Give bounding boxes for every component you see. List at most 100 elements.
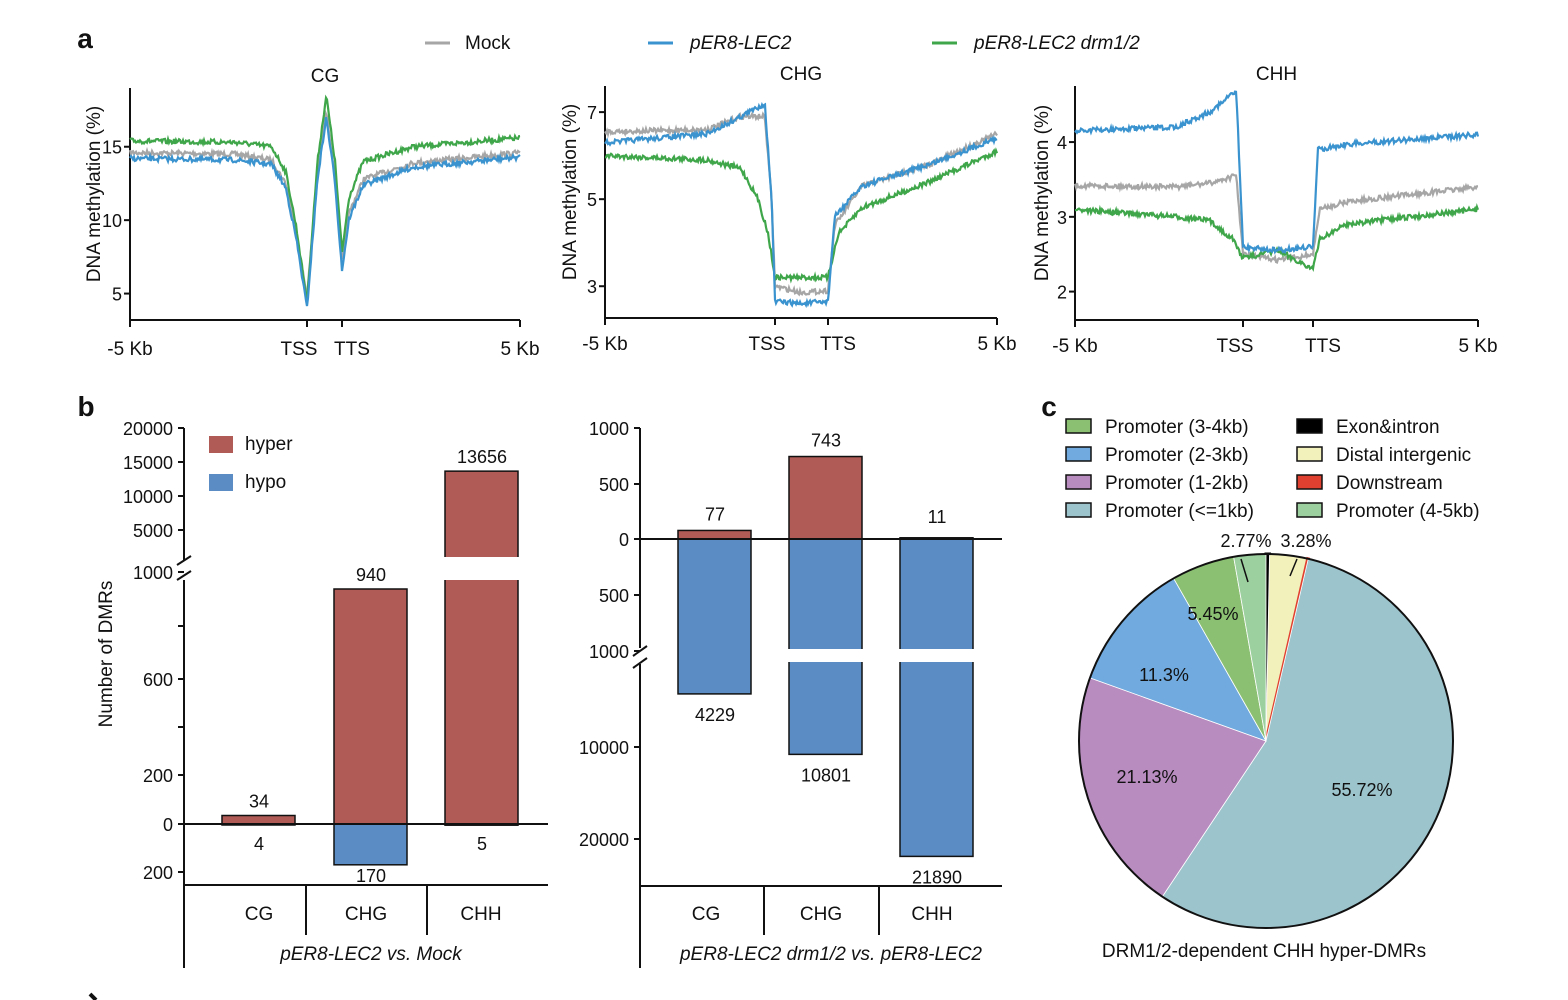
y-axis-label: DNA methylation (%) [84, 106, 105, 282]
y-tick-label: 600 [143, 670, 173, 690]
x-tick-label: -5 Kb [107, 339, 152, 360]
axis [604, 86, 997, 319]
y-tick-label: 0 [619, 530, 629, 550]
panel-d-fragment [88, 992, 98, 1000]
pie-label: 21.13% [1116, 767, 1177, 787]
y-tick-label: 7 [587, 103, 597, 123]
bar-break-gap [787, 649, 864, 662]
y-tick-label: 10 [102, 211, 122, 231]
pie-label: 2.77% [1220, 531, 1271, 551]
y-axis-label: Number of DMRs [96, 581, 117, 728]
bar-hyper-CHG [333, 588, 408, 825]
legend-label: pER8-LEC2 [689, 33, 792, 54]
series-line-per8-lec2 [129, 117, 521, 307]
pie-label: 11.3% [1139, 665, 1189, 685]
y-tick-label: 4 [1057, 133, 1067, 153]
panel-title: CHH [1256, 64, 1297, 85]
legend-label: Mock [465, 33, 511, 54]
series-line-per8-lec2-drm1-2 [604, 147, 999, 284]
data-label-hyper: 77 [705, 504, 725, 524]
pie-outline [1078, 553, 1454, 929]
group-label: pER8-LEC2 drm1/2 vs. pER8-LEC2 [679, 944, 982, 965]
panel-title: CHG [780, 64, 822, 85]
x-tick-label: TSS [1217, 336, 1254, 357]
axis-break-mark [632, 657, 648, 669]
pie-leader-line [1240, 558, 1249, 583]
data-label-hyper: 940 [356, 565, 386, 585]
legend-swatch [1065, 418, 1092, 434]
x-tick-label: -5 Kb [1052, 336, 1097, 357]
x-tick-label: TTS [334, 339, 370, 360]
x-tick-label: 5 Kb [1458, 336, 1497, 357]
legend-label-hypo: hypo [245, 472, 286, 493]
legend-label: pER8-LEC2 drm1/2 [973, 33, 1140, 54]
legend-label: Exon&intron [1336, 417, 1440, 438]
y-tick-label: 1000 [589, 419, 629, 439]
y-tick-label: 500 [599, 586, 629, 606]
y-tick-label: 3 [587, 277, 597, 297]
series-line-per8-lec2 [1074, 90, 1480, 255]
y-tick-label: 20000 [579, 830, 629, 850]
y-tick-label: 500 [599, 475, 629, 495]
data-label-hyper: 743 [811, 431, 841, 451]
category-label: CHG [800, 904, 842, 925]
pie-label: 5.45% [1187, 604, 1238, 624]
legend-swatch-hypo [209, 474, 233, 491]
data-label-hypo: 10801 [801, 765, 851, 785]
panel-label-a: a [77, 23, 93, 54]
data-label-hypo: 170 [356, 866, 386, 886]
bar-hyper-CHH [444, 470, 519, 825]
pie-leader-line [1289, 558, 1298, 577]
data-label-hyper: 11 [928, 507, 947, 527]
y-tick-label: 200 [143, 766, 173, 786]
category-label: CG [245, 904, 274, 925]
x-tick-label: -5 Kb [582, 334, 627, 355]
legend-swatch [1296, 418, 1323, 434]
x-tick-label: TTS [1305, 336, 1341, 357]
y-tick-label: 3 [1057, 208, 1067, 228]
data-label-hyper: 34 [249, 792, 269, 812]
bar-hypo-CHH [899, 538, 974, 858]
y-tick-label: 15 [102, 138, 122, 158]
category-label: CHG [345, 904, 387, 925]
data-label-hypo: 5 [477, 834, 487, 854]
pie-label: 3.28% [1280, 531, 1331, 551]
legend-swatch [1296, 474, 1323, 490]
legend-label: Promoter (4-5kb) [1336, 501, 1480, 522]
x-tick-label: TTS [820, 334, 856, 355]
axis-break-mark [176, 555, 192, 566]
data-label-hypo: 21890 [912, 867, 962, 887]
data-label-hyper: 13656 [457, 447, 507, 467]
y-tick-label: 10000 [123, 487, 173, 507]
legend-label-hyper: hyper [245, 434, 293, 455]
bar-hypo-CHG [788, 538, 863, 756]
bar-hypo-CHG [333, 823, 408, 866]
series-line-per8-lec2-drm1-2 [129, 94, 521, 304]
y-tick-label: 10000 [579, 738, 629, 758]
x-tick-label: 5 Kb [500, 339, 539, 360]
axis-break-mark [176, 570, 192, 581]
bar-hypo-CG [677, 538, 752, 695]
x-tick-label: TSS [749, 334, 786, 355]
y-tick-label: 1000 [589, 642, 629, 662]
series-line-mock [1073, 173, 1479, 265]
legend-label: Downstream [1336, 473, 1443, 494]
series-line-per8-lec2 [604, 101, 998, 309]
x-tick-label: 5 Kb [977, 334, 1016, 355]
panel-label-c: c [1041, 391, 1057, 422]
legend-swatch [1065, 446, 1092, 462]
category-label: CHH [460, 904, 501, 925]
axis [1074, 86, 1478, 321]
data-label-hypo: 4229 [695, 705, 735, 725]
y-tick-label: 2 [1057, 283, 1067, 303]
panel-label-b: b [77, 391, 94, 422]
y-tick-label: 20000 [123, 419, 173, 439]
bar-break-gap [898, 649, 975, 662]
category-label: CHH [911, 904, 952, 925]
legend-label: Promoter (1-2kb) [1105, 473, 1249, 494]
y-tick-label: 5 [112, 285, 122, 305]
legend-swatch [1296, 502, 1323, 518]
x-tick-label: TSS [281, 339, 318, 360]
bar-hyper-CHG [788, 455, 863, 540]
legend-swatch [1065, 474, 1092, 490]
